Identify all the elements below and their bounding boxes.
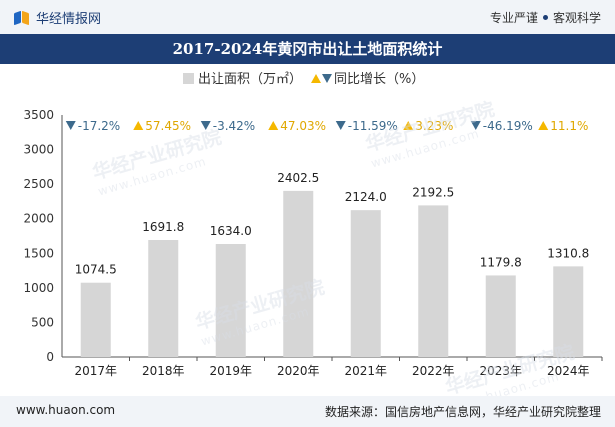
brand-logo-icon (14, 10, 30, 26)
growth-label: 11.1% (550, 119, 588, 133)
bar-value-label: 2192.5 (412, 185, 454, 199)
growth-label: 47.03% (280, 119, 326, 133)
slogan-dot-icon (542, 15, 548, 20)
growth-label: -17.2% (78, 119, 120, 133)
x-tick-label: 2022年 (412, 364, 455, 378)
legend-bar-label: 出让面积（万㎡） (198, 72, 302, 87)
footer-website: www.huaon.com (16, 403, 116, 417)
x-tick-label: 2021年 (344, 364, 387, 378)
slogan: 专业严谨 客观科学 (490, 9, 601, 26)
bar (418, 205, 449, 357)
bar-value-label: 1310.8 (547, 246, 589, 260)
growth-up-triangle-icon (538, 121, 549, 130)
footer-source: 数据来源：国信房地产信息网，华经产业研究院整理 (324, 405, 601, 419)
legend-growth-label: 同比增长（%） (334, 72, 424, 87)
bar (148, 240, 179, 357)
y-tick-label: 3500 (23, 108, 54, 122)
y-tick-label: 1000 (23, 281, 54, 295)
x-tick-label: 2023年 (479, 364, 522, 378)
growth-down-triangle-icon (65, 121, 76, 130)
legend-up-triangle-icon (311, 74, 321, 83)
legend-bar-swatch (183, 73, 194, 84)
brand: 华经情报网 (14, 8, 101, 27)
bar-value-label: 1179.8 (480, 255, 522, 269)
chart-title: 2017-2024年黄冈市出让土地面积统计 (0, 34, 615, 64)
growth-down-triangle-icon (470, 121, 481, 130)
growth-label: -46.19% (483, 119, 533, 133)
top-bar: 华经情报网 专业严谨 客观科学 (0, 0, 615, 34)
slogan-left: 专业严谨 (489, 11, 538, 25)
bar (80, 282, 111, 357)
x-tick-label: 2019年 (209, 364, 252, 378)
growth-label: 57.45% (145, 119, 191, 133)
brand-name: 华经情报网 (36, 12, 102, 27)
bar-value-label: 1074.5 (75, 263, 117, 277)
y-tick-label: 500 (31, 315, 54, 329)
bar (350, 210, 381, 357)
bar (485, 275, 516, 357)
slogan-right: 客观科学 (552, 11, 601, 25)
bar-value-label: 1634.0 (210, 224, 252, 238)
growth-up-triangle-icon (133, 121, 144, 130)
legend-down-triangle-icon (322, 74, 332, 83)
y-tick-label: 3000 (23, 143, 54, 157)
bar-value-label: 2124.0 (345, 190, 387, 204)
bar-value-label: 1691.8 (142, 220, 184, 234)
bar (553, 266, 584, 357)
footer: www.huaon.com 数据来源：国信房地产信息网，华经产业研究院整理 (0, 396, 615, 427)
bar-chart: 0 500 1000 1500 2000 2500 3000 3500 出让面积（万㎡） 同比增长… (23, 72, 603, 378)
y-tick-label: 1500 (23, 246, 54, 260)
bar (215, 244, 246, 357)
x-tick-label: 2024年 (547, 364, 590, 378)
y-tick-label: 2500 (23, 177, 54, 191)
y-tick-label: 0 (46, 350, 54, 364)
growth-up-triangle-icon (268, 121, 279, 130)
growth-label: -3.42% (213, 119, 255, 133)
x-tick-label: 2018年 (142, 364, 185, 378)
bar (283, 190, 314, 357)
bar-value-label: 2402.5 (277, 171, 319, 185)
growth-down-triangle-icon (200, 121, 211, 130)
growth-down-triangle-icon (335, 121, 346, 130)
growth-label: -11.59% (348, 119, 398, 133)
growth-up-triangle-icon (403, 121, 414, 130)
x-tick-label: 2020年 (277, 364, 320, 378)
growth-label: 3.23% (415, 119, 453, 133)
y-tick-label: 2000 (23, 212, 54, 226)
x-tick-label: 2017年 (74, 364, 117, 378)
